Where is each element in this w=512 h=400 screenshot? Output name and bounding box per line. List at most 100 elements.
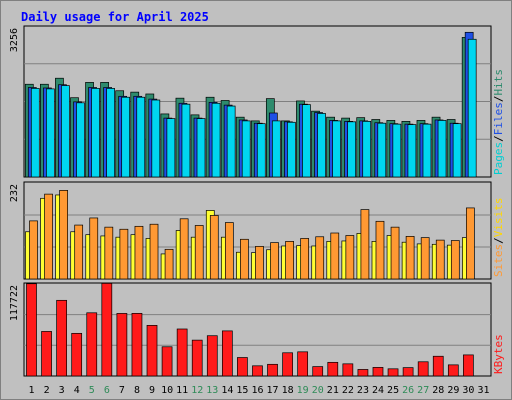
bar-bottom-kbytes-16	[252, 365, 263, 377]
bar-bottom-kbytes-27	[417, 361, 429, 377]
chart-title: Daily usage for April 2025	[21, 10, 209, 24]
max-label-middle: 232	[9, 184, 20, 202]
legend-middle-0: Sites	[492, 244, 505, 277]
bar-middle-visits-22	[345, 235, 355, 280]
day-label-23: 23	[357, 385, 369, 396]
bar-bottom-kbytes-14	[221, 330, 233, 377]
day-label-9: 9	[149, 385, 155, 396]
bar-middle-visits-23	[360, 209, 370, 280]
day-label-21: 21	[327, 385, 339, 396]
day-label-2: 2	[44, 385, 50, 396]
bar-bottom-kbytes-12	[191, 339, 203, 377]
bar-top-pages-14	[226, 105, 236, 178]
bar-middle-visits-12	[194, 225, 204, 280]
bar-bottom-kbytes-19	[297, 351, 309, 377]
bar-top-pages-1	[30, 88, 40, 178]
day-label-7: 7	[119, 385, 125, 396]
bar-bottom-kbytes-23	[357, 369, 369, 377]
bar-middle-visits-24	[375, 220, 385, 280]
bar-bottom-kbytes-28	[432, 355, 444, 377]
bar-bottom-kbytes-24	[372, 367, 384, 377]
bar-top-pages-3	[61, 85, 70, 178]
bar-top-pages-18	[287, 121, 296, 178]
legend-middle: Sites/Visits	[492, 198, 505, 278]
bar-top-pages-7	[121, 96, 131, 178]
day-label-12: 12	[191, 385, 203, 396]
bar-top-pages-21	[332, 120, 341, 178]
day-label-26: 26	[402, 385, 414, 396]
day-label-16: 16	[251, 385, 263, 396]
legend-top-4: Hits	[492, 69, 505, 96]
bar-bottom-kbytes-15	[237, 357, 248, 377]
bar-bottom-kbytes-2	[41, 331, 52, 377]
bar-bottom-kbytes-7	[116, 313, 128, 377]
bar-middle-visits-19	[300, 238, 310, 280]
bar-middle-visits-2	[44, 193, 53, 280]
day-label-17: 17	[267, 385, 279, 396]
legend-middle-2: Visits	[492, 198, 505, 238]
legend-middle-1: /	[492, 237, 505, 244]
bar-middle-visits-17	[270, 242, 279, 280]
legend-top-2: Files	[492, 102, 505, 135]
bar-top-pages-23	[362, 120, 372, 178]
legend-top-0: Pages	[492, 142, 505, 175]
day-label-4: 4	[74, 385, 80, 396]
bar-bottom-kbytes-21	[327, 361, 339, 377]
bar-middle-visits-10	[164, 248, 174, 280]
day-label-19: 19	[297, 385, 309, 396]
bar-middle-visits-14	[224, 222, 234, 280]
day-label-8: 8	[134, 385, 140, 396]
bar-bottom-kbytes-29	[447, 364, 459, 377]
day-label-29: 29	[447, 385, 459, 396]
bar-bottom-kbytes-4	[71, 332, 83, 377]
day-label-3: 3	[59, 385, 65, 396]
bar-middle-visits-16	[255, 246, 264, 280]
bar-middle-visits-21	[330, 232, 340, 280]
bar-middle-visits-26	[405, 236, 415, 280]
day-label-18: 18	[282, 385, 294, 396]
bar-bottom-kbytes-9	[146, 325, 158, 377]
bar-middle-visits-29	[450, 240, 460, 280]
bar-middle-visits-11	[179, 218, 189, 280]
bar-top-pages-16	[256, 123, 266, 178]
day-label-13: 13	[206, 385, 218, 396]
legend-bottom: KBytes	[492, 334, 505, 374]
day-label-25: 25	[387, 385, 399, 396]
day-label-24: 24	[372, 385, 384, 396]
bar-top-pages-26	[407, 124, 417, 178]
legend-top-1: /	[492, 135, 505, 142]
bar-bottom-kbytes-1	[26, 283, 37, 377]
bar-bottom-kbytes-18	[282, 352, 293, 377]
bar-middle-visits-8	[134, 225, 144, 280]
day-label-30: 30	[462, 385, 474, 396]
day-label-15: 15	[236, 385, 248, 396]
bar-top-pages-4	[76, 102, 85, 178]
bar-middle-visits-13	[209, 215, 219, 280]
bar-middle-visits-5	[89, 217, 99, 280]
bar-bottom-kbytes-17	[267, 363, 278, 377]
legend-top-3: /	[492, 96, 505, 103]
max-label-top: 3256	[9, 28, 20, 52]
bar-top-pages-17	[271, 120, 281, 178]
bar-top-pages-10	[166, 118, 176, 178]
bar-bottom-kbytes-6	[101, 282, 113, 377]
bar-middle-visits-20	[315, 236, 325, 280]
bar-middle-visits-3	[59, 190, 68, 280]
bar-top-pages-2	[46, 88, 55, 178]
bar-middle-visits-6	[104, 226, 114, 280]
bar-bottom-kbytes-25	[387, 368, 399, 377]
bar-top-pages-15	[241, 120, 251, 178]
day-label-28: 28	[432, 385, 444, 396]
day-label-1: 1	[29, 385, 35, 396]
bar-top-pages-29	[452, 123, 462, 178]
bar-top-pages-25	[392, 123, 402, 178]
bar-bottom-kbytes-10	[161, 346, 173, 377]
bar-top-pages-5	[91, 88, 100, 178]
day-label-11: 11	[176, 385, 188, 396]
bar-top-pages-8	[136, 96, 146, 178]
bar-middle-visits-28	[435, 239, 445, 280]
day-label-31: 31	[477, 385, 489, 396]
bar-middle-visits-9	[149, 223, 159, 280]
